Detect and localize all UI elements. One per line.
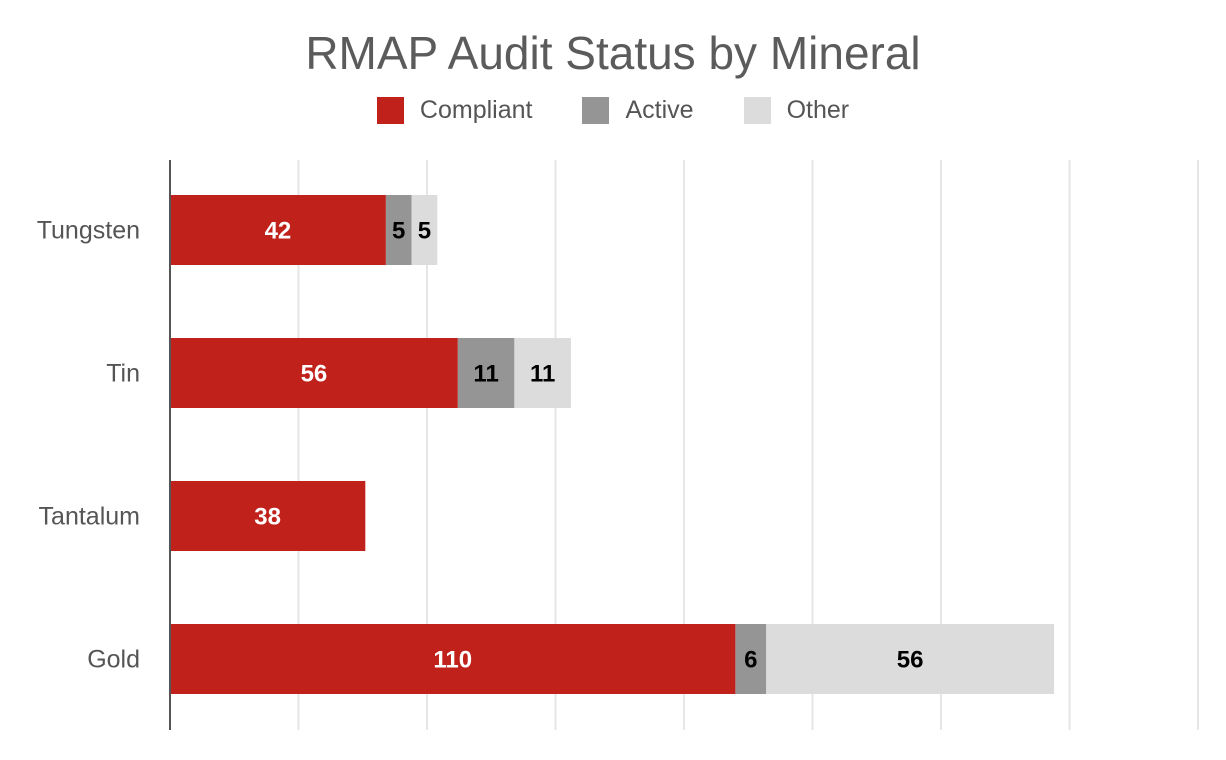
data-label: 56 — [301, 360, 328, 387]
legend-label-other: Other — [786, 96, 850, 124]
bar-other — [411, 195, 438, 265]
y-tick-label: Tantalum — [39, 503, 140, 531]
legend: Compliant Active Other — [0, 96, 1226, 125]
data-label: 11 — [530, 360, 555, 387]
data-label: 6 — [744, 646, 757, 673]
legend-swatch-compliant — [376, 97, 404, 124]
legend-label-active: Active — [625, 96, 694, 124]
legend-item-other[interactable]: Other — [743, 96, 850, 125]
y-tick-label: Tin — [106, 360, 140, 388]
legend-item-active[interactable]: Active — [582, 96, 694, 125]
bar-active — [385, 195, 412, 265]
bar-other — [514, 338, 571, 408]
bar-compliant — [170, 481, 366, 551]
data-label: 11 — [473, 360, 498, 387]
data-label: 110 — [433, 646, 472, 673]
bar-compliant — [170, 195, 386, 265]
bar-compliant — [170, 624, 736, 694]
legend-swatch-other — [743, 97, 771, 124]
legend-item-compliant[interactable]: Compliant — [376, 96, 533, 125]
data-label: 42 — [265, 217, 292, 244]
data-label: 56 — [897, 646, 924, 673]
data-label: 38 — [254, 503, 281, 530]
bar-compliant — [170, 338, 458, 408]
bar-active — [735, 624, 767, 694]
legend-label-compliant: Compliant — [419, 96, 533, 124]
y-tick-label: Tungsten — [37, 217, 140, 245]
chart-title: RMAP Audit Status by Mineral — [305, 27, 921, 79]
y-tick-label: Gold — [87, 646, 140, 674]
legend-swatch-active — [582, 97, 610, 124]
bar-other — [766, 624, 1055, 694]
data-label: 5 — [392, 217, 405, 244]
bar-active — [457, 338, 515, 408]
data-label: 5 — [418, 217, 431, 244]
